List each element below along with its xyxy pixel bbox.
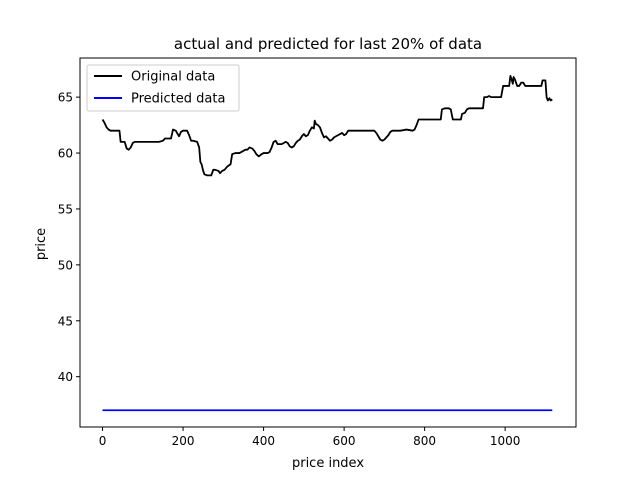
y-tick-label: 45 [58, 314, 73, 328]
y-tick-label: 50 [58, 258, 73, 272]
x-tick-label: 800 [413, 434, 436, 448]
series-line-original [101, 74, 553, 177]
y-tick-label: 65 [58, 91, 73, 105]
legend-label-original: Original data [131, 70, 215, 85]
chart-title: actual and predicted for last 20% of dat… [174, 35, 482, 53]
legend: Original data Predicted data [86, 64, 240, 112]
x-tick-label: 200 [172, 434, 195, 448]
legend-box [86, 64, 240, 112]
x-tick-label: 0 [99, 434, 107, 448]
x-axis-ticks: 0 200 400 600 800 1000 [99, 427, 521, 448]
x-tick-label: 1000 [490, 434, 521, 448]
y-axis-ticks: 40 45 50 55 60 65 [58, 91, 80, 384]
y-axis-label: price [34, 228, 49, 260]
x-tick-label: 600 [333, 434, 356, 448]
plot-area [79, 57, 577, 428]
y-tick-label: 55 [58, 202, 73, 216]
x-axis-label: price index [292, 456, 364, 471]
legend-label-predicted: Predicted data [131, 92, 225, 107]
axes-frame [79, 57, 577, 428]
x-tick-label: 400 [252, 434, 275, 448]
y-tick-label: 40 [58, 370, 73, 384]
y-tick-label: 60 [58, 147, 73, 161]
